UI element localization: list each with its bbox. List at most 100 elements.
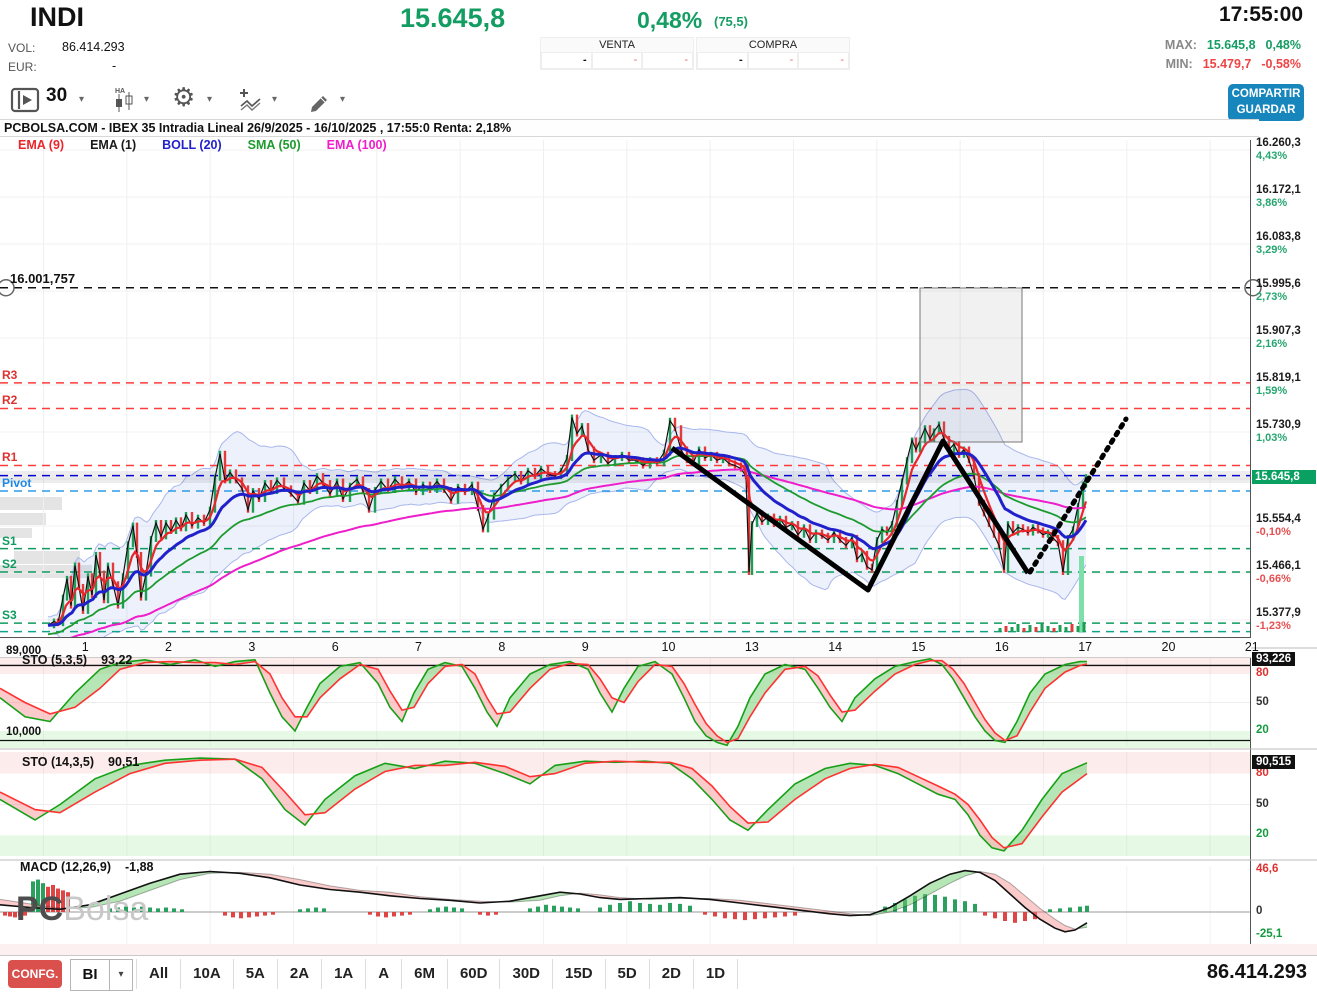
right-axis-value: 15.730,9 <box>1256 418 1301 431</box>
eur-label: EUR: <box>8 60 37 74</box>
macd-title: MACD (12,26,9) -1,88 <box>20 860 154 874</box>
legend-item[interactable]: EMA (100) <box>326 138 387 152</box>
right-axis-percent: 4,43% <box>1256 150 1288 162</box>
compra-cell[interactable]: - <box>747 52 799 69</box>
venta-label: VENTA <box>599 39 635 51</box>
min-value: 15.479,7 <box>1202 57 1252 71</box>
period-button-a[interactable]: A <box>366 959 403 989</box>
venta-panel: VENTA - - - <box>540 37 694 70</box>
level-label-pivot: Pivot <box>2 476 32 491</box>
x-axis-label: 6 <box>331 640 339 654</box>
sto1-value-tag: 93,226 <box>1252 652 1296 666</box>
x-axis-label: 16 <box>994 640 1009 654</box>
x-axis-label: 17 <box>1078 640 1093 654</box>
draw-caret-icon[interactable]: ▾ <box>340 94 346 105</box>
chart-title: PCBOLSA.COM - IBEX 35 Intradia Lineal 26… <box>0 119 1259 137</box>
sto1-value: 93,22 <box>101 653 133 667</box>
interval-caret-icon[interactable]: ▾ <box>79 94 85 105</box>
venta-cell[interactable]: - <box>541 52 592 69</box>
min-label: MIN: <box>1165 57 1193 71</box>
right-axis-percent: 1,03% <box>1256 431 1288 444</box>
right-axis-value: 15.907,3 <box>1256 325 1301 338</box>
compra-cell[interactable]: - <box>798 52 850 69</box>
period-button-all[interactable]: All <box>136 959 182 989</box>
level-label-s1: S1 <box>2 533 17 548</box>
change-points: (75,5) <box>714 14 748 29</box>
period-button-1a[interactable]: 1A <box>322 959 367 989</box>
index-selector-value[interactable]: BI <box>82 966 98 983</box>
legend-item[interactable]: BOLL (20) <box>162 138 222 152</box>
legend-item[interactable]: EMA (1) <box>90 138 137 152</box>
label-placeholder <box>0 513 46 525</box>
right-axis-percent: -0,66% <box>1256 573 1291 586</box>
sto2-title: STO (14,3,5) 90,51 <box>22 755 139 769</box>
share-save-button[interactable]: COMPARTIR GUARDAR <box>1228 84 1304 121</box>
period-button-5d[interactable]: 5D <box>606 959 650 989</box>
compra-cell[interactable]: - <box>697 52 748 69</box>
level-label-s3: S3 <box>2 608 17 623</box>
sto2-name: STO (14,3,5) <box>22 755 95 769</box>
right-axis-percent: 1,59% <box>1256 385 1288 397</box>
min-percent: -0,58% <box>1261 57 1301 71</box>
x-axis-label: 1 <box>81 640 89 654</box>
indicator-axis-label: 80 <box>1256 667 1269 679</box>
x-axis-label: 7 <box>415 640 422 654</box>
index-selector-caret-icon[interactable]: ▾ <box>109 960 132 990</box>
change-percent: 0,48% <box>637 7 703 33</box>
last-price: 15.645,8 <box>400 3 506 33</box>
index-selector[interactable]: BI ▾ <box>70 959 133 991</box>
x-axis-label: 3 <box>248 640 256 654</box>
chart-type-caret-icon[interactable]: ▾ <box>144 94 150 105</box>
chart-type-icon[interactable]: HA <box>110 84 138 119</box>
right-axis-percent: 3,86% <box>1256 196 1288 209</box>
period-button-30d[interactable]: 30D <box>500 959 554 989</box>
add-indicator-icon[interactable] <box>238 86 266 117</box>
x-axis-label: 10 <box>661 640 676 654</box>
draw-pencil-icon[interactable] <box>306 86 334 117</box>
config-button[interactable]: CONFG. <box>8 960 62 988</box>
right-axis-value: 16.083,8 <box>1256 231 1301 243</box>
settings-gear-icon[interactable]: ⚙ <box>172 82 196 112</box>
level-label-r3: R3 <box>2 367 18 382</box>
period-button-6m[interactable]: 6M <box>402 959 448 989</box>
indicator-axis-label: 80 <box>1256 766 1269 779</box>
period-button-2d[interactable]: 2D <box>650 959 694 989</box>
indicator-axis-label: 46,6 <box>1256 863 1279 875</box>
clock: 17:55:00 <box>1218 3 1303 26</box>
chart-legend: EMA (9) EMA (1) BOLL (20) SMA (50) EMA (100) <box>0 138 387 152</box>
sto1-name: STO (5,3,5) <box>22 653 88 667</box>
legend-item[interactable]: EMA (9) <box>18 138 65 152</box>
legend-item[interactable]: SMA (50) <box>247 138 301 152</box>
share-label: COMPARTIR <box>1231 88 1301 100</box>
x-axis-label: 2 <box>165 640 172 654</box>
venta-cell[interactable]: - <box>591 52 643 69</box>
eur-value: - <box>112 59 117 73</box>
period-button-2a[interactable]: 2A <box>278 959 323 989</box>
right-axis-value: 15.995,6 <box>1256 277 1301 290</box>
label-placeholder <box>0 497 62 510</box>
period-button-15d[interactable]: 15D <box>553 959 606 989</box>
right-axis-value: 16.260,3 <box>1256 137 1301 149</box>
period-button-10a[interactable]: 10A <box>181 959 234 989</box>
compra-panel: COMPRA - - - <box>696 37 850 70</box>
x-axis-label: 13 <box>744 640 759 654</box>
add-indicator-caret-icon[interactable]: ▾ <box>272 94 278 105</box>
panel-toggle-icon[interactable] <box>10 86 40 119</box>
venta-cell[interactable]: - <box>642 52 694 69</box>
period-button-1d[interactable]: 1D <box>694 959 739 989</box>
macd-name: MACD (12,26,9) <box>20 860 111 874</box>
level-label-r2: R2 <box>2 393 18 408</box>
interval-selector[interactable]: 30 <box>46 85 68 106</box>
period-button-60d[interactable]: 60D <box>448 959 501 989</box>
label-placeholder <box>0 528 32 538</box>
x-axis-label: 9 <box>581 640 589 654</box>
logo-pc: PC <box>16 890 64 928</box>
indicator-axis-label: 20 <box>1256 724 1269 736</box>
right-axis-percent: -1,23% <box>1256 620 1291 632</box>
right-axis-value: 15.377,9 <box>1256 607 1301 619</box>
settings-caret-icon[interactable]: ▾ <box>207 94 213 105</box>
label-placeholder <box>14 551 80 564</box>
x-axis: 1 2 3 6 7 8 9 10 13 14 15 16 17 20 21 <box>0 637 1259 658</box>
right-axis-value: 15.466,1 <box>1256 560 1301 573</box>
period-button-5a[interactable]: 5A <box>234 959 278 989</box>
